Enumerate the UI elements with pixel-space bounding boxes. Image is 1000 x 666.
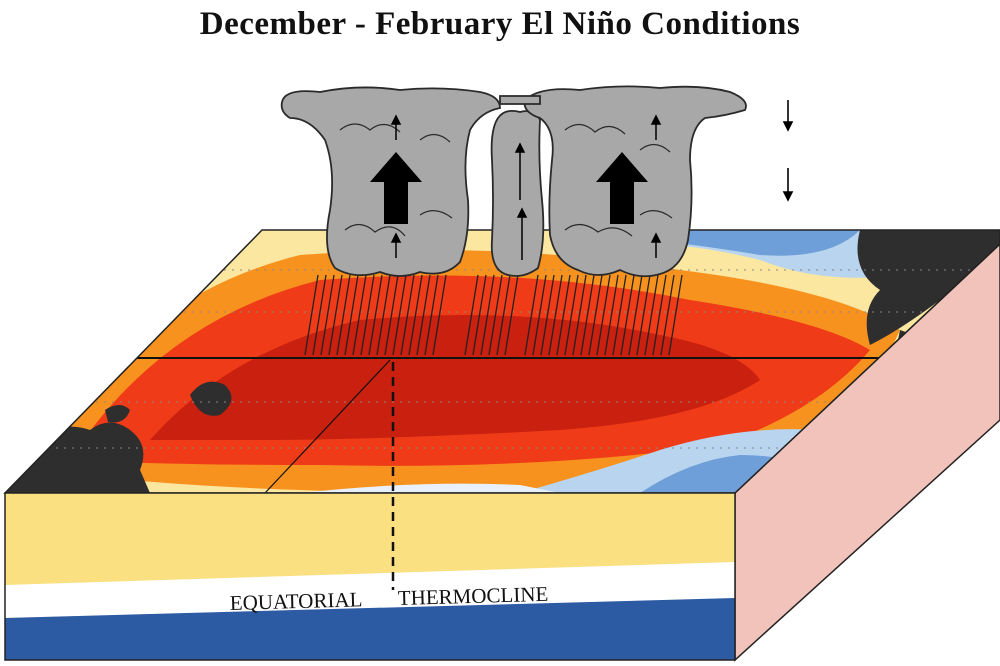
- thermocline-label-right: THERMOCLINE: [397, 582, 548, 610]
- landmass-islands: [105, 381, 232, 423]
- ocean-cross-section: [5, 493, 735, 660]
- landmass-west: [5, 422, 150, 493]
- descending-air-arrows: [782, 100, 794, 202]
- updraft-arrow-right: [596, 152, 648, 224]
- rain-streaks: [304, 274, 683, 356]
- small-up-arrows: [390, 114, 662, 260]
- cloud-texture: [339, 123, 673, 237]
- box-top-outline: [3, 229, 1000, 494]
- cloud-middle: [490, 109, 545, 277]
- box-front-outline: [4, 492, 736, 661]
- updraft-arrow-left: [370, 152, 422, 224]
- diagram-title: December - February El Niño Conditions: [199, 6, 801, 42]
- landmass-east: [857, 230, 1000, 345]
- thermocline-label-left: EQUATORIAL: [229, 587, 362, 615]
- deep-water: [5, 598, 735, 660]
- convection-clouds: [280, 85, 747, 278]
